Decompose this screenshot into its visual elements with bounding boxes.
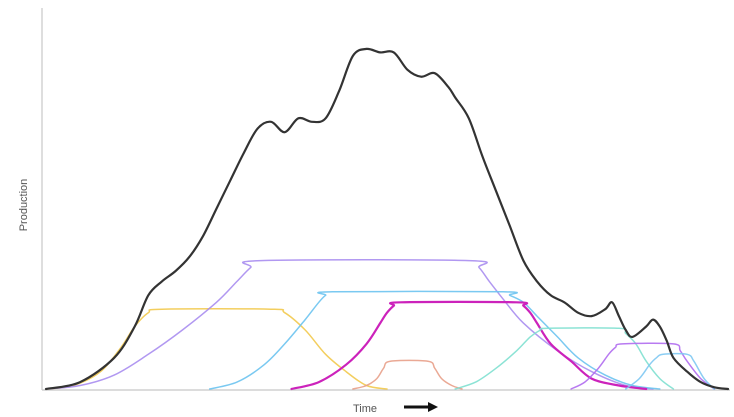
plot-area [44,47,730,391]
series-line-9 [44,47,730,391]
series-line-6 [454,327,675,390]
series-line-7 [570,342,716,390]
x-axis-label: Time [353,403,377,415]
series-line-8 [624,352,716,390]
series-line-4 [290,300,648,391]
series-line-5 [352,359,463,390]
series-line-1 [45,308,388,390]
series-line-3 [208,290,661,390]
y-axis-label: Production [18,179,30,232]
right-arrow-icon [404,402,438,412]
